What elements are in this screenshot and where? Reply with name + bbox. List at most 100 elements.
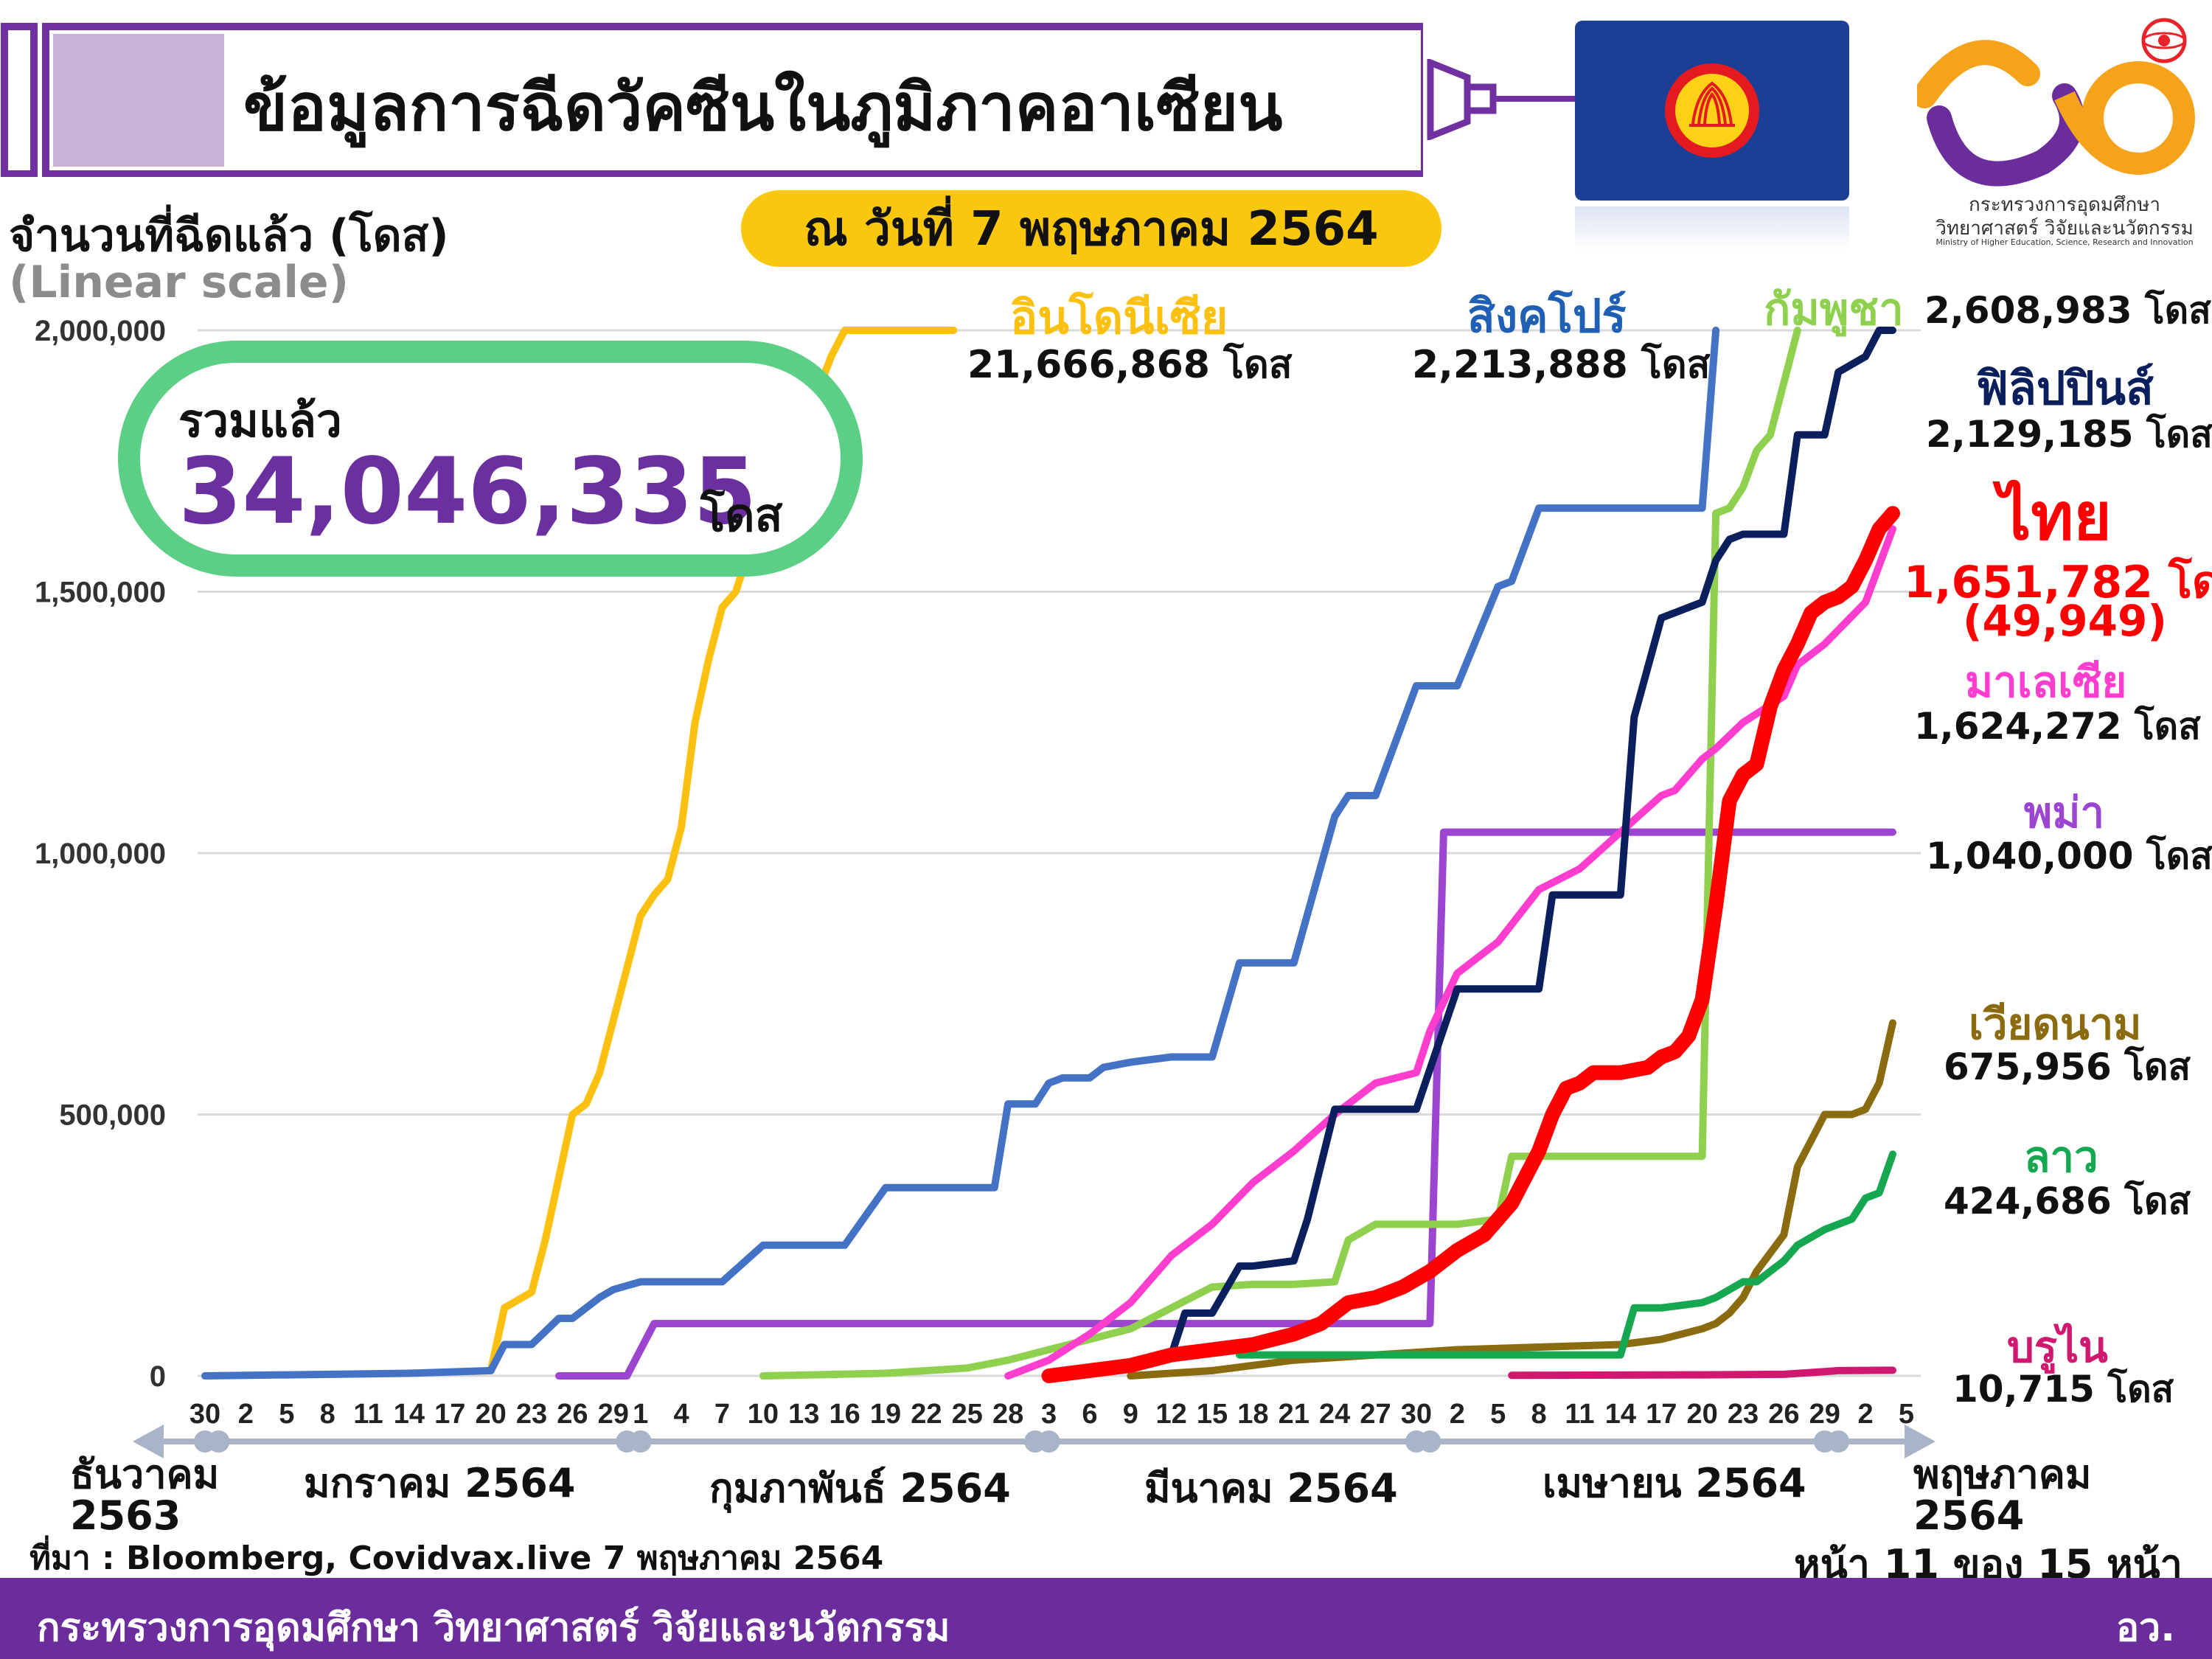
y-tick-label: 1,500,000 — [35, 577, 166, 609]
series-name-vietnam: เวียดนาม — [1969, 999, 2142, 1049]
syringe-title-frame — [1, 23, 1423, 177]
series-line-thailand — [1041, 506, 1900, 1383]
x-tick-label: 27 — [1360, 1399, 1391, 1430]
x-tick-label: 17 — [434, 1399, 465, 1430]
month-may-text: พฤษภาคม 2564 — [1913, 1451, 2092, 1539]
x-tick-label: 30 — [1401, 1399, 1432, 1430]
x-tick-label: 16 — [829, 1399, 860, 1430]
x-tick-label: 1 — [633, 1399, 648, 1430]
x-axis-right-arrow-icon — [1905, 1425, 1935, 1458]
x-tick-label: 5 — [1490, 1399, 1506, 1430]
y-axis-scale-note: (Linear scale) — [9, 257, 349, 308]
month-dec-text: ธันวาคม 2563 — [70, 1451, 220, 1539]
month-boundary-dot — [207, 1430, 230, 1453]
total-label: รวมแล้ว — [178, 394, 342, 448]
series-line-philippines — [1045, 327, 1896, 1380]
series-name-laos: ลาว — [2024, 1132, 2098, 1182]
y-tick-labels: 0 500,000 1,000,000 1,500,000 2,000,000 — [35, 315, 166, 1393]
x-tick-label: 14 — [1605, 1399, 1636, 1430]
month-label-feb: กุมภาพันธ์ 2564 — [709, 1465, 1011, 1512]
x-tick-label: 23 — [1728, 1399, 1759, 1430]
x-tick-label: 26 — [1768, 1399, 1799, 1430]
x-tick-label: 25 — [952, 1399, 983, 1430]
page-title: ข้อมูลการฉีดวัคซีนในภูมิภาคอาเซียน — [243, 69, 1283, 145]
series-name-thailand: ไทย — [1998, 479, 2112, 554]
x-tick-label: 5 — [279, 1399, 294, 1430]
series-value-cambodia: 2,608,983 โดส — [1924, 289, 2211, 332]
x-tick-label: 26 — [557, 1399, 588, 1430]
flag-reflection — [1575, 206, 1849, 251]
footer-ministry-name: กระทรวงการอุดมศึกษา วิทยาศาสตร์ วิจัยและ… — [37, 1606, 950, 1650]
series-line-laos — [1236, 1150, 1896, 1359]
ministry-name-line-2: วิทยาศาสตร์ วิจัยและนวัตกรรม — [1935, 218, 2194, 240]
x-tick-label: 29 — [1809, 1399, 1840, 1430]
asean-emblem-icon — [1665, 63, 1759, 158]
asean-flag — [1575, 21, 1849, 201]
series-value-singapore: 2,213,888 โดส — [1412, 343, 1711, 387]
series-line-brunei — [1508, 1366, 1896, 1380]
x-tick-label: 4 — [674, 1399, 689, 1430]
x-tick-label: 5 — [1899, 1399, 1914, 1430]
series-value-laos: 424,686 โดส — [1944, 1180, 2191, 1222]
ministry-logo-icon — [1917, 18, 2195, 187]
date-badge: ณ วันที่ 7 พฤษภาคม 2564 — [741, 190, 1441, 267]
total-unit: โดส — [700, 488, 783, 542]
series-lines — [201, 327, 1900, 1383]
x-tick-label: 15 — [1197, 1399, 1228, 1430]
series-name-singapore: สิงคโปร์ — [1467, 289, 1627, 343]
series-value-philippines: 2,129,185 โดส — [1926, 413, 2212, 456]
x-tick-label: 7 — [714, 1399, 730, 1430]
x-tick-label: 24 — [1319, 1399, 1350, 1430]
month-label-dec: ธันวาคม 2563 — [70, 1454, 219, 1537]
x-tick-label: 28 — [992, 1399, 1023, 1430]
series-value-vietnam: 675,956 โดส — [1944, 1046, 2191, 1088]
x-tick-label: 11 — [353, 1399, 383, 1430]
x-tick-label: 18 — [1237, 1399, 1268, 1430]
x-tick-label: 12 — [1156, 1399, 1187, 1430]
x-tick-label: 8 — [320, 1399, 335, 1430]
x-tick-label: 3 — [1041, 1399, 1057, 1430]
x-tick-label: 13 — [788, 1399, 819, 1430]
y-tick-label: 0 — [150, 1360, 166, 1393]
x-tick-label: 2 — [1858, 1399, 1874, 1430]
month-boundary-dot — [629, 1430, 652, 1453]
month-label-jan: มกราคม 2564 — [304, 1460, 576, 1506]
series-name-malaysia: มาเลเซีย — [1965, 657, 2127, 707]
series-name-indonesia: อินโดนีเซีย — [1010, 291, 1228, 344]
month-label-may: พฤษภาคม 2564 — [1913, 1454, 2092, 1537]
series-name-philippines: ฟิลิปปินส์ — [1976, 361, 2154, 415]
ministry-name-english: Ministry of Higher Education, Science, R… — [1935, 237, 2194, 247]
series-value-brunei: 10,715 โดส — [1952, 1368, 2174, 1411]
month-label-mar: มีนาคม 2564 — [1144, 1465, 1398, 1512]
series-value-malaysia: 1,624,272 โดส — [1914, 705, 2201, 748]
series-name-brunei: บรูไน — [2007, 1322, 2108, 1372]
x-tick-label: 17 — [1646, 1399, 1677, 1430]
y-axis-title: จำนวนที่ฉีดแล้ว (โดส) — [9, 210, 449, 262]
x-tick-label: 9 — [1123, 1399, 1138, 1430]
syringe-needle — [1427, 59, 1578, 140]
y-tick-label: 500,000 — [59, 1099, 166, 1132]
x-tick-label: 2 — [1450, 1399, 1465, 1430]
x-axis: 30 2 5 8 11 14 17 20 23 26 29 1 4 7 10 13 16 19 22 25 28 3 6 9 1… — [133, 1399, 1935, 1458]
total-value: 34,046,335 — [178, 439, 757, 545]
x-tick-label: 23 — [516, 1399, 547, 1430]
series-line-cambodia — [759, 327, 1801, 1380]
series-value-myanmar: 1,040,000 โดส — [1926, 835, 2212, 877]
x-tick-label: 20 — [476, 1399, 507, 1430]
x-tick-label: 30 — [189, 1399, 220, 1430]
ministry-name-line-1: กระทรวงการอุดมศึกษา — [1969, 194, 2160, 216]
x-tick-label: 6 — [1082, 1399, 1097, 1430]
x-tick-label: 14 — [394, 1399, 425, 1430]
x-tick-label: 10 — [748, 1399, 779, 1430]
x-tick-label: 20 — [1686, 1399, 1717, 1430]
x-tick-label: 8 — [1531, 1399, 1547, 1430]
y-tick-label: 2,000,000 — [35, 315, 166, 347]
footer-abbreviation: อว. — [2115, 1606, 2175, 1650]
x-axis-left-arrow-icon — [133, 1425, 164, 1458]
series-daily-thailand: (49,949) — [1963, 596, 2167, 646]
month-label-apr: เมษายน 2564 — [1543, 1460, 1806, 1506]
x-tick-label: 21 — [1279, 1399, 1310, 1430]
month-boundary-dot — [1037, 1430, 1060, 1453]
series-value-indonesia: 21,666,868 โดส — [967, 343, 1293, 387]
